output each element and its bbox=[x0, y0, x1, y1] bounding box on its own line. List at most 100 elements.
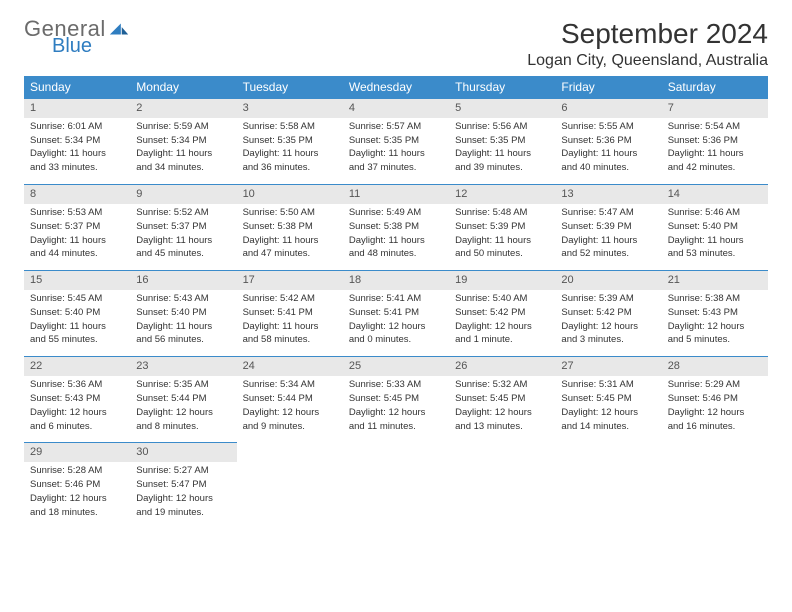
day-sunrise: Sunrise: 5:43 AM bbox=[136, 293, 230, 306]
weekday-header: Monday bbox=[130, 76, 236, 99]
day-number: 1 bbox=[24, 99, 130, 118]
day-sunrise: Sunrise: 5:34 AM bbox=[243, 379, 337, 392]
day-dl2: and 42 minutes. bbox=[668, 162, 762, 175]
calendar-day-cell: 15Sunrise: 5:45 AMSunset: 5:40 PMDayligh… bbox=[24, 271, 130, 357]
day-sunset: Sunset: 5:45 PM bbox=[561, 393, 655, 406]
day-dl2: and 53 minutes. bbox=[668, 248, 762, 261]
day-sunrise: Sunrise: 5:47 AM bbox=[561, 207, 655, 220]
day-sunset: Sunset: 5:34 PM bbox=[30, 135, 124, 148]
day-details: Sunrise: 5:34 AMSunset: 5:44 PMDaylight:… bbox=[237, 376, 343, 442]
day-sunrise: Sunrise: 5:36 AM bbox=[30, 379, 124, 392]
day-sunrise: Sunrise: 5:32 AM bbox=[455, 379, 549, 392]
day-number: 22 bbox=[24, 357, 130, 376]
day-dl1: Daylight: 11 hours bbox=[136, 235, 230, 248]
day-sunrise: Sunrise: 5:58 AM bbox=[243, 121, 337, 134]
day-sunset: Sunset: 5:45 PM bbox=[455, 393, 549, 406]
day-sunrise: Sunrise: 5:40 AM bbox=[455, 293, 549, 306]
day-sunrise: Sunrise: 5:28 AM bbox=[30, 465, 124, 478]
day-number: 28 bbox=[662, 357, 768, 376]
calendar-table: Sunday Monday Tuesday Wednesday Thursday… bbox=[24, 76, 768, 528]
day-sunrise: Sunrise: 5:50 AM bbox=[243, 207, 337, 220]
day-sunrise: Sunrise: 5:42 AM bbox=[243, 293, 337, 306]
day-number: 11 bbox=[343, 185, 449, 204]
weekday-header-row: Sunday Monday Tuesday Wednesday Thursday… bbox=[24, 76, 768, 99]
day-dl1: Daylight: 12 hours bbox=[136, 493, 230, 506]
weekday-header: Thursday bbox=[449, 76, 555, 99]
calendar-day-cell bbox=[555, 443, 661, 529]
calendar-day-cell: 7Sunrise: 5:54 AMSunset: 5:36 PMDaylight… bbox=[662, 99, 768, 185]
calendar-day-cell: 22Sunrise: 5:36 AMSunset: 5:43 PMDayligh… bbox=[24, 357, 130, 443]
day-dl2: and 55 minutes. bbox=[30, 334, 124, 347]
day-number: 4 bbox=[343, 99, 449, 118]
day-details: Sunrise: 5:29 AMSunset: 5:46 PMDaylight:… bbox=[662, 376, 768, 442]
day-sunset: Sunset: 5:41 PM bbox=[243, 307, 337, 320]
day-details: Sunrise: 5:55 AMSunset: 5:36 PMDaylight:… bbox=[555, 118, 661, 184]
weekday-header: Wednesday bbox=[343, 76, 449, 99]
day-sunset: Sunset: 5:37 PM bbox=[136, 221, 230, 234]
day-dl1: Daylight: 12 hours bbox=[30, 493, 124, 506]
day-sunrise: Sunrise: 5:29 AM bbox=[668, 379, 762, 392]
day-details: Sunrise: 5:48 AMSunset: 5:39 PMDaylight:… bbox=[449, 204, 555, 270]
day-details: Sunrise: 5:27 AMSunset: 5:47 PMDaylight:… bbox=[130, 462, 236, 528]
day-number: 23 bbox=[130, 357, 236, 376]
weekday-header: Tuesday bbox=[237, 76, 343, 99]
day-details: Sunrise: 5:36 AMSunset: 5:43 PMDaylight:… bbox=[24, 376, 130, 442]
day-details: Sunrise: 5:52 AMSunset: 5:37 PMDaylight:… bbox=[130, 204, 236, 270]
day-details: Sunrise: 5:53 AMSunset: 5:37 PMDaylight:… bbox=[24, 204, 130, 270]
day-details: Sunrise: 5:31 AMSunset: 5:45 PMDaylight:… bbox=[555, 376, 661, 442]
calendar-day-cell: 2Sunrise: 5:59 AMSunset: 5:34 PMDaylight… bbox=[130, 99, 236, 185]
day-sunrise: Sunrise: 5:53 AM bbox=[30, 207, 124, 220]
day-number: 5 bbox=[449, 99, 555, 118]
day-dl1: Daylight: 11 hours bbox=[455, 148, 549, 161]
day-details: Sunrise: 5:49 AMSunset: 5:38 PMDaylight:… bbox=[343, 204, 449, 270]
calendar-day-cell: 11Sunrise: 5:49 AMSunset: 5:38 PMDayligh… bbox=[343, 185, 449, 271]
day-details: Sunrise: 5:56 AMSunset: 5:35 PMDaylight:… bbox=[449, 118, 555, 184]
calendar-day-cell: 9Sunrise: 5:52 AMSunset: 5:37 PMDaylight… bbox=[130, 185, 236, 271]
day-number: 20 bbox=[555, 271, 661, 290]
day-dl2: and 34 minutes. bbox=[136, 162, 230, 175]
day-sunset: Sunset: 5:43 PM bbox=[668, 307, 762, 320]
logo-blue: Blue bbox=[52, 36, 130, 56]
day-sunset: Sunset: 5:39 PM bbox=[561, 221, 655, 234]
calendar-day-cell: 13Sunrise: 5:47 AMSunset: 5:39 PMDayligh… bbox=[555, 185, 661, 271]
calendar-day-cell bbox=[449, 443, 555, 529]
day-sunrise: Sunrise: 5:38 AM bbox=[668, 293, 762, 306]
day-number: 9 bbox=[130, 185, 236, 204]
day-dl1: Daylight: 11 hours bbox=[136, 148, 230, 161]
calendar-day-cell: 1Sunrise: 6:01 AMSunset: 5:34 PMDaylight… bbox=[24, 99, 130, 185]
day-dl1: Daylight: 12 hours bbox=[455, 321, 549, 334]
day-sunset: Sunset: 5:44 PM bbox=[136, 393, 230, 406]
weekday-header: Saturday bbox=[662, 76, 768, 99]
calendar-day-cell: 6Sunrise: 5:55 AMSunset: 5:36 PMDaylight… bbox=[555, 99, 661, 185]
calendar-day-cell bbox=[662, 443, 768, 529]
calendar-day-cell: 19Sunrise: 5:40 AMSunset: 5:42 PMDayligh… bbox=[449, 271, 555, 357]
day-sunrise: Sunrise: 5:52 AM bbox=[136, 207, 230, 220]
day-sunset: Sunset: 5:47 PM bbox=[136, 479, 230, 492]
day-number: 19 bbox=[449, 271, 555, 290]
day-sunset: Sunset: 5:38 PM bbox=[243, 221, 337, 234]
day-sunrise: Sunrise: 5:39 AM bbox=[561, 293, 655, 306]
day-sunrise: Sunrise: 5:27 AM bbox=[136, 465, 230, 478]
calendar-week-row: 1Sunrise: 6:01 AMSunset: 5:34 PMDaylight… bbox=[24, 99, 768, 185]
day-sunrise: Sunrise: 5:45 AM bbox=[30, 293, 124, 306]
day-dl1: Daylight: 11 hours bbox=[243, 321, 337, 334]
day-dl2: and 50 minutes. bbox=[455, 248, 549, 261]
calendar-day-cell: 23Sunrise: 5:35 AMSunset: 5:44 PMDayligh… bbox=[130, 357, 236, 443]
day-sunrise: Sunrise: 5:48 AM bbox=[455, 207, 549, 220]
day-sunset: Sunset: 5:39 PM bbox=[455, 221, 549, 234]
day-sunset: Sunset: 5:43 PM bbox=[30, 393, 124, 406]
day-dl1: Daylight: 12 hours bbox=[561, 407, 655, 420]
day-details: Sunrise: 5:46 AMSunset: 5:40 PMDaylight:… bbox=[662, 204, 768, 270]
day-number: 17 bbox=[237, 271, 343, 290]
day-details: Sunrise: 5:45 AMSunset: 5:40 PMDaylight:… bbox=[24, 290, 130, 356]
day-dl2: and 1 minute. bbox=[455, 334, 549, 347]
day-dl1: Daylight: 12 hours bbox=[243, 407, 337, 420]
day-dl2: and 0 minutes. bbox=[349, 334, 443, 347]
day-sunset: Sunset: 5:35 PM bbox=[349, 135, 443, 148]
location-subtitle: Logan City, Queensland, Australia bbox=[527, 52, 768, 70]
day-details: Sunrise: 5:58 AMSunset: 5:35 PMDaylight:… bbox=[237, 118, 343, 184]
day-details: Sunrise: 5:50 AMSunset: 5:38 PMDaylight:… bbox=[237, 204, 343, 270]
day-dl2: and 5 minutes. bbox=[668, 334, 762, 347]
page-title: September 2024 bbox=[527, 18, 768, 50]
day-sunset: Sunset: 5:36 PM bbox=[668, 135, 762, 148]
